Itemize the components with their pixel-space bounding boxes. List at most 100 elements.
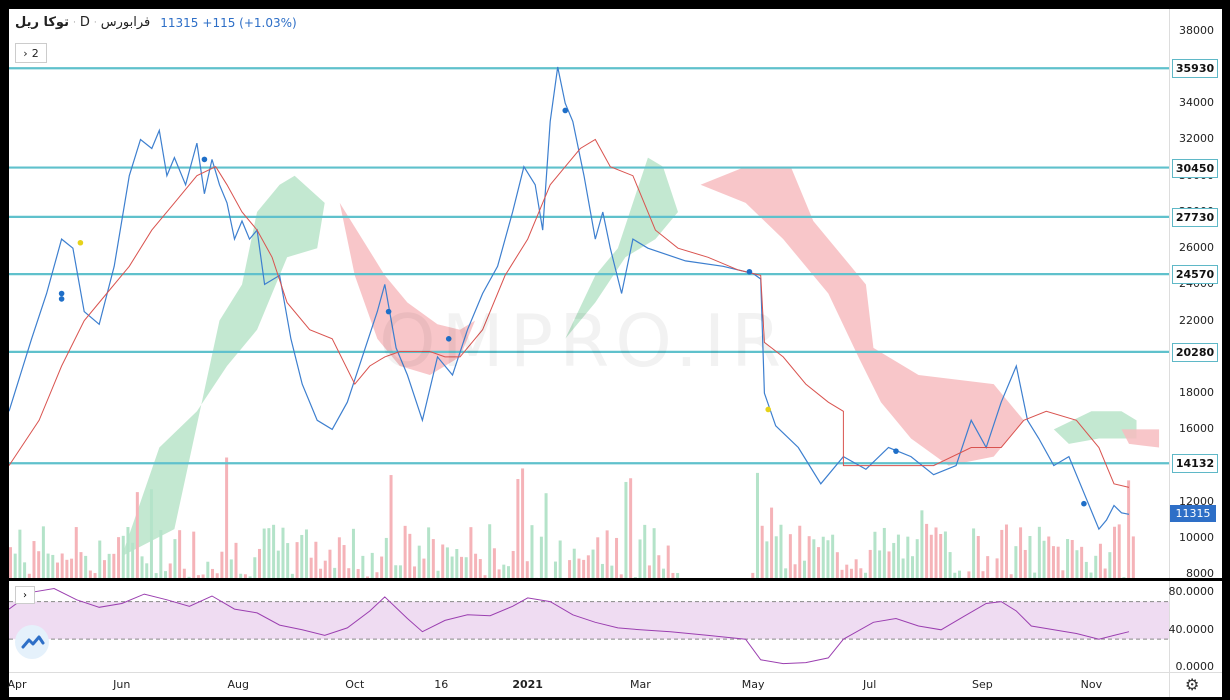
volume-bar [624,481,628,578]
volume-bar [366,576,370,578]
volume-bar [1098,543,1102,578]
volume-bar [417,545,421,578]
volume-bar [159,530,163,578]
volume-bar [676,573,680,578]
level-label-20280: 20280 [1172,342,1218,362]
signal-dot [58,296,65,302]
rsi-toggle-button[interactable]: › [15,586,35,604]
volume-bar [220,551,224,578]
volume-bar [1103,568,1107,578]
volume-bar [788,534,792,578]
volume-bar [427,527,431,578]
volume-bar [281,527,285,578]
rsi-pane[interactable]: › [9,581,1169,672]
volume-bar [544,493,548,578]
volume-bar [1075,550,1079,578]
volume-bar [32,541,36,578]
volume-bar [516,479,520,578]
volume-bar [840,569,844,578]
volume-bar [408,533,412,578]
volume-bar [422,558,426,578]
volume-bar [460,556,464,578]
volume-bar [859,568,863,578]
volume-bar [469,527,473,578]
level-label-14132: 14132 [1172,454,1218,474]
volume-bar [530,525,534,578]
volume-bar [380,556,384,578]
volume-bar [972,528,976,578]
volume-bar [817,547,821,578]
rsi-axis[interactable]: 80.0000 40.0000 0.0000 [1168,581,1222,673]
legend-dot: · [93,17,97,28]
volume-bar [319,568,323,578]
volume-bar [1028,536,1032,578]
price-axis[interactable]: 3800034000320003000028000260002400022000… [1169,9,1222,580]
volume-bar [539,536,543,578]
volume-bar [525,561,529,578]
settings-gear-icon[interactable]: ⚙ [1185,675,1200,694]
volume-bar [826,540,830,578]
volume-bar [239,573,243,578]
signal-dot [58,290,65,297]
volume-bar [1127,480,1131,578]
volume-bar [1009,574,1013,578]
volume-bar [568,560,572,578]
rsi-plot[interactable] [9,581,1169,672]
volume-bar [351,528,355,578]
legend-dot: · [72,17,76,28]
volume-bar [140,556,144,578]
timeframe[interactable]: D [79,15,90,30]
legend-change: +115 (+1.03%) [202,15,297,30]
time-tick-label: 16 [434,678,449,691]
volume-bar [582,559,586,578]
signal-dot [77,239,84,246]
volume-bar [13,553,17,578]
volume-bar [361,555,365,578]
volume-bar [55,562,59,578]
volume-bar [868,549,872,578]
price-plot[interactable] [9,9,1169,578]
time-tick-label: Nov [1080,678,1103,691]
rsi-tick-label: 80.0000 [1168,585,1215,599]
price-pane[interactable]: OMPRO.IR توکا ریل · D · فرابورس 11315 +1… [9,9,1169,578]
volume-bar [770,507,774,578]
baseline-line [9,138,1130,488]
volume-bar [605,530,609,578]
price-tick-label: 12000 [1179,494,1214,508]
legend-last-price: 11315 [160,15,199,30]
volume-bar [497,569,501,578]
volume-bar [939,534,943,578]
volume-bar [18,529,22,578]
volume-bar [629,478,633,578]
price-tick-label: 26000 [1179,241,1214,255]
volume-bar [586,555,590,578]
rsi-tick-label: 40.0000 [1168,622,1215,636]
volume-bar [1042,540,1046,578]
volume-bar [403,525,407,578]
time-tick-label: May [741,678,765,691]
volume-bar [831,534,835,578]
volume-bar [864,572,868,578]
volume-bar [511,550,515,578]
volume-bar [1051,546,1055,578]
volume-bar [41,526,45,578]
volume-bar [934,527,938,578]
indicators-toggle-button[interactable]: › 2 [15,43,47,63]
volume-bar [262,528,266,578]
volume-bar [126,527,130,578]
volume-bar [102,560,106,578]
volume-bar [84,555,88,578]
settings-cell[interactable]: ⚙ [1169,672,1222,697]
volume-bar [798,525,802,578]
volume-bar [93,573,97,578]
volume-bar [206,561,210,578]
rsi-line [9,587,1130,665]
rsi-logo-icon [15,625,49,659]
volume-bar [643,524,647,578]
volume-bar [1014,546,1018,578]
volume-bar [976,536,980,578]
volume-bar [779,524,783,578]
time-axis[interactable]: Apr Jun Aug Oct 16 2021 Mar May Jul Sep Nov [7,672,1169,697]
symbol-legend: توکا ریل · D · فرابورس 11315 +115 (+1.03… [15,15,297,30]
volume-bar [234,542,238,578]
